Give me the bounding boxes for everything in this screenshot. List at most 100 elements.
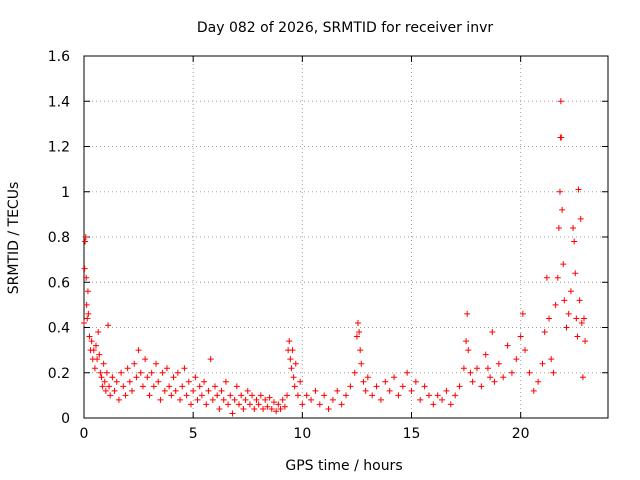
data-point bbox=[86, 333, 93, 340]
data-point bbox=[362, 387, 369, 394]
y-tick-label: 0.2 bbox=[48, 366, 70, 382]
data-point bbox=[168, 392, 175, 399]
data-point bbox=[417, 396, 424, 403]
data-point bbox=[463, 338, 470, 345]
data-point bbox=[395, 392, 402, 399]
data-point bbox=[297, 378, 304, 385]
data-point bbox=[113, 378, 120, 385]
data-point bbox=[541, 329, 548, 336]
data-point bbox=[573, 315, 580, 322]
data-point bbox=[543, 274, 550, 281]
data-point bbox=[321, 392, 328, 399]
data-point bbox=[351, 369, 358, 376]
data-point bbox=[214, 392, 221, 399]
data-point bbox=[489, 329, 496, 336]
y-tick-label: 0.8 bbox=[48, 230, 70, 246]
data-point bbox=[99, 383, 106, 390]
data-point bbox=[292, 360, 299, 367]
data-point bbox=[161, 387, 168, 394]
data-point bbox=[535, 378, 542, 385]
data-point bbox=[443, 387, 450, 394]
data-point bbox=[207, 356, 214, 363]
data-point bbox=[563, 324, 570, 331]
data-point bbox=[81, 265, 88, 272]
data-point bbox=[101, 378, 108, 385]
data-point bbox=[148, 369, 155, 376]
data-point bbox=[253, 396, 260, 403]
y-tick-label: 0 bbox=[61, 411, 70, 427]
data-point bbox=[137, 369, 144, 376]
data-point bbox=[150, 383, 157, 390]
data-point bbox=[142, 356, 149, 363]
data-point bbox=[567, 288, 574, 295]
data-point bbox=[131, 360, 138, 367]
data-point bbox=[478, 383, 485, 390]
data-point bbox=[355, 319, 362, 326]
data-point bbox=[82, 238, 89, 245]
data-point bbox=[558, 134, 565, 141]
data-point bbox=[231, 396, 238, 403]
data-point bbox=[287, 356, 294, 363]
data-point bbox=[255, 401, 262, 408]
data-point bbox=[482, 351, 489, 358]
ticks: 0 5 10 15 20 0 0.2 0.4 0.6 0.8 1 1.2 1.4 1.6 bbox=[48, 49, 608, 442]
y-tick-label: 1.2 bbox=[48, 140, 70, 156]
data-point bbox=[546, 315, 553, 322]
data-point bbox=[246, 401, 253, 408]
data-point bbox=[122, 392, 129, 399]
data-point bbox=[109, 374, 116, 381]
data-point bbox=[308, 396, 315, 403]
data-point bbox=[291, 383, 298, 390]
data-point bbox=[467, 369, 474, 376]
data-point bbox=[347, 383, 354, 390]
data-point bbox=[166, 383, 173, 390]
data-points bbox=[81, 98, 589, 417]
data-point bbox=[94, 356, 101, 363]
data-point bbox=[574, 333, 581, 340]
data-point bbox=[107, 392, 114, 399]
data-point bbox=[216, 405, 223, 412]
data-point bbox=[508, 369, 515, 376]
data-point bbox=[552, 301, 559, 308]
data-point bbox=[266, 394, 273, 401]
grid bbox=[84, 56, 608, 418]
data-point bbox=[227, 392, 234, 399]
data-point bbox=[464, 310, 471, 317]
series-SRMTID bbox=[81, 98, 589, 417]
data-point bbox=[288, 365, 295, 372]
data-point bbox=[465, 347, 472, 354]
data-point bbox=[238, 392, 245, 399]
data-point bbox=[572, 270, 579, 277]
data-point bbox=[312, 387, 319, 394]
y-tick-label: 1.6 bbox=[48, 49, 70, 65]
data-point bbox=[303, 392, 310, 399]
data-point bbox=[146, 392, 153, 399]
data-point bbox=[203, 401, 210, 408]
y-tick-label: 0.6 bbox=[48, 275, 70, 291]
data-point bbox=[571, 238, 578, 245]
data-point bbox=[242, 396, 249, 403]
data-point bbox=[102, 387, 109, 394]
data-point bbox=[495, 360, 502, 367]
data-point bbox=[209, 396, 216, 403]
data-point bbox=[460, 365, 467, 372]
data-point bbox=[456, 383, 463, 390]
data-point bbox=[100, 360, 107, 367]
data-point bbox=[159, 369, 166, 376]
data-point bbox=[386, 387, 393, 394]
chart-title: Day 082 of 2026, SRMTID for receiver inv… bbox=[197, 20, 493, 36]
data-point bbox=[294, 392, 301, 399]
data-point bbox=[582, 338, 589, 345]
data-point bbox=[284, 392, 291, 399]
data-point bbox=[264, 403, 271, 410]
data-point bbox=[187, 401, 194, 408]
data-point bbox=[183, 392, 190, 399]
x-tick-label: 15 bbox=[403, 426, 421, 442]
data-point bbox=[325, 405, 332, 412]
data-point bbox=[115, 396, 122, 403]
data-point bbox=[290, 374, 297, 381]
data-point bbox=[329, 396, 336, 403]
data-point bbox=[570, 224, 577, 231]
data-point bbox=[98, 374, 105, 381]
data-point bbox=[286, 338, 293, 345]
